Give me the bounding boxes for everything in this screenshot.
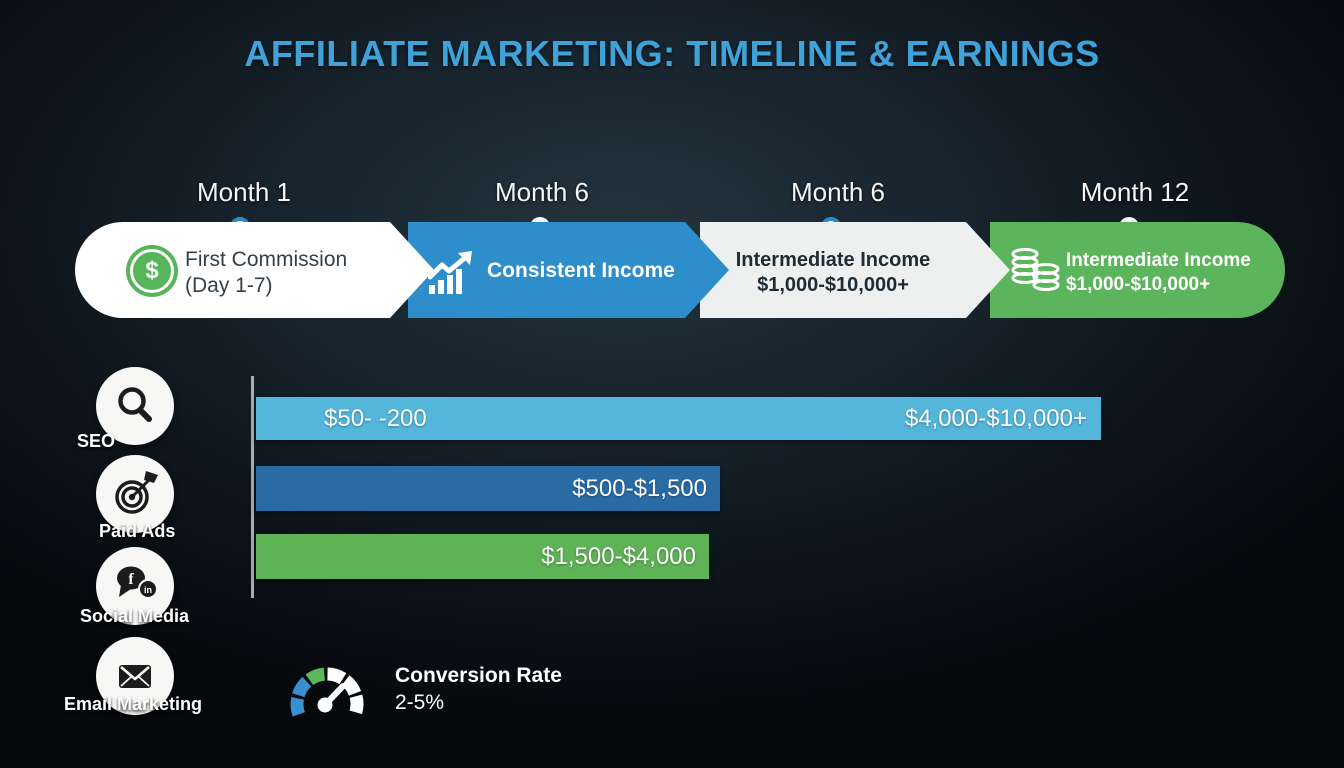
stage-1-subtitle: (Day 1-7) [185,274,273,297]
timeline-month-label-4: Month 12 [1080,177,1190,207]
svg-text:f: f [128,571,134,588]
timeline-month-label-3: Month 6 [791,177,885,207]
chart-axis-line [251,376,254,598]
stage-4-subtitle: $1,000-$10,000+ [1066,274,1211,295]
stage-1-title: First Commission [185,248,348,271]
dollar-coin-icon: $ [126,245,178,297]
bar-1-start-label: $50- -200 [324,404,427,432]
timeline-stage-3 [700,222,966,318]
channel-label-paid-ads: Paid Ads [99,521,176,541]
bar-1-end-label: $4,000-$10,000+ [904,404,1087,432]
timeline-stage-2-text: Consistent Income [487,259,675,282]
timeline-month-label-2: Month 6 [495,177,589,207]
timeline-month-label-1: Month 1 [197,177,291,207]
channel-label-seo: SEO [77,431,116,451]
stage-4-title: Intermediate Income [1066,250,1251,271]
envelope-icon [96,637,174,715]
page-title: AFFILIATE MARKETING: TIMELINE & EARNINGS [244,33,1100,74]
search-icon [96,367,174,445]
bar-beginner-earnings: $50- -200 $4,000-$10,000+ [256,397,1101,440]
stage-3-subtitle: $1,000-$10,000+ [757,274,909,296]
bar-2-end-label: $500-$1,500 [572,474,707,502]
bar-mid-earnings: $500-$1,500 [256,466,720,511]
gauge-icon [283,650,375,731]
channel-label-email-marketing: Email Marketing [64,694,203,714]
timeline-stage-4-text: Intermediate Income $1,000-$10,000+ [1066,249,1251,297]
channel-label-social-media: Social Media [80,606,190,626]
growth-chart-icon [427,251,478,300]
stage-3-title: Intermediate Income [735,249,931,271]
timeline-stage-1-text: First Commission (Day 1-7) [185,247,347,299]
timeline-stage-4 [990,222,1285,318]
svg-text:in: in [144,585,152,595]
timeline-stage-3-text: Intermediate Income $1,000-$10,000+ [700,248,966,298]
bar-3-end-label: $1,500-$4,000 [541,542,696,570]
coins-icon [1008,244,1064,303]
timeline-stage-2 [408,222,685,318]
conversion-rate-value: 2-5% [395,691,445,714]
social-bubbles-icon: f in [96,547,174,625]
target-icon [96,455,174,533]
bar-upper-earnings: $1,500-$4,000 [256,534,709,579]
dollar-sign: $ [145,257,159,284]
conversion-rate-label: Conversion Rate [395,664,562,687]
